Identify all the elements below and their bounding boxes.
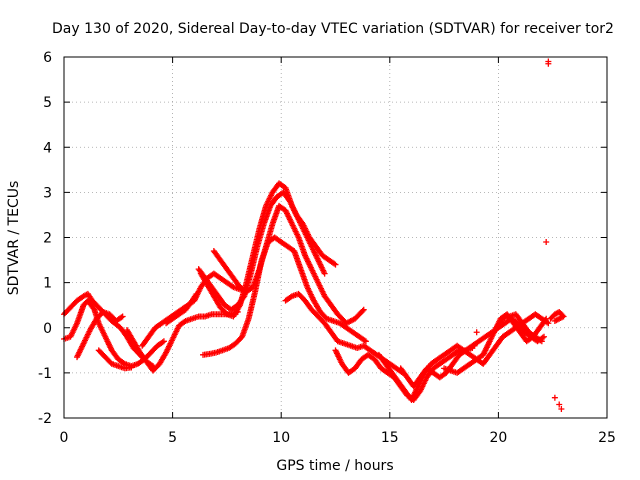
- y-tick-label: 1: [43, 276, 52, 292]
- data-point: [542, 317, 549, 324]
- data-point: [359, 307, 366, 314]
- y-tick-label: 2: [43, 231, 52, 247]
- series-arc-7: [163, 290, 200, 327]
- data-point: [118, 314, 125, 321]
- data-point: [160, 338, 167, 345]
- y-tick-label: 0: [43, 321, 52, 337]
- data-point: [543, 239, 550, 246]
- data-point: [556, 401, 563, 408]
- x-tick-label: 15: [381, 430, 399, 446]
- x-tick-labels: 0 5 10 15 20 25: [60, 430, 616, 446]
- y-tick-labels: -2 -1 0 1 2 3 4 5 6: [38, 50, 52, 427]
- data-point: [362, 338, 369, 345]
- data-point: [473, 329, 480, 336]
- y-tick-label: -2: [38, 411, 52, 427]
- data-point: [558, 405, 565, 412]
- series-arc-3: [74, 308, 126, 361]
- chart-title: Day 130 of 2020, Sidereal Day-to-day VTE…: [52, 21, 614, 37]
- series-arc-18: [547, 308, 567, 324]
- x-tick-label: 10: [272, 430, 290, 446]
- data-point: [361, 337, 368, 344]
- data-point: [331, 260, 338, 267]
- x-tick-label: 20: [489, 430, 507, 446]
- x-tick-label: 25: [598, 430, 616, 446]
- x-axis-label: GPS time / hours: [276, 458, 393, 474]
- y-tick-label: 5: [43, 95, 52, 111]
- data-point: [538, 338, 545, 345]
- y-tick-label: 6: [43, 50, 52, 66]
- data-point: [119, 313, 126, 320]
- data-point: [193, 290, 200, 297]
- plot-frame: [63, 56, 608, 419]
- series-arc-4: [95, 347, 135, 372]
- series-outliers: [471, 58, 565, 412]
- data-point: [360, 306, 367, 313]
- x-tick-label: 5: [168, 430, 177, 446]
- series-arc-17: [491, 311, 550, 345]
- data-point: [332, 261, 339, 268]
- data-point: [471, 342, 478, 349]
- data-point: [551, 317, 558, 324]
- data-point: [537, 337, 544, 344]
- series-arc-10: [200, 234, 369, 358]
- data-points: [61, 58, 567, 412]
- data-point: [159, 339, 166, 346]
- y-axis-label: SDTVAR / TECUs: [6, 181, 22, 296]
- data-point: [541, 333, 548, 340]
- series-arc-12: [282, 290, 406, 376]
- series-arc-5: [123, 308, 241, 374]
- series-arc-9: [197, 180, 328, 320]
- data-point: [545, 60, 552, 67]
- y-tick-label: 3: [43, 185, 52, 201]
- series-arc-11: [210, 202, 367, 327]
- data-point: [551, 394, 558, 401]
- y-tick-label: -1: [38, 366, 52, 382]
- data-point: [128, 364, 135, 371]
- y-tick-label: 4: [43, 140, 52, 156]
- data-point: [321, 270, 328, 277]
- x-tick-label: 0: [60, 430, 69, 446]
